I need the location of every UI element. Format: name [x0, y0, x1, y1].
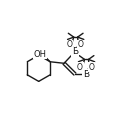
Text: B: B	[72, 47, 78, 56]
Text: OH: OH	[34, 50, 47, 59]
Text: B: B	[83, 70, 89, 79]
Text: O: O	[66, 40, 72, 49]
Text: O: O	[77, 63, 83, 72]
Text: O: O	[89, 63, 95, 72]
Text: O: O	[78, 40, 84, 49]
